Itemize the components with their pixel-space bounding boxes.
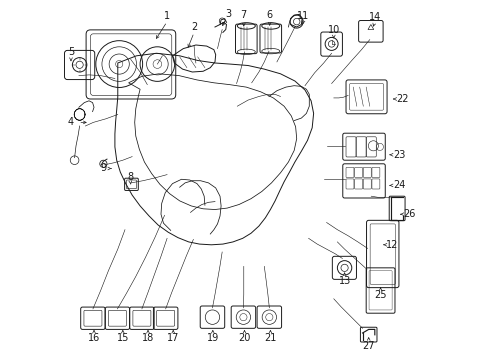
Text: 24: 24: [392, 180, 405, 190]
Text: 3: 3: [225, 9, 231, 19]
Text: 13: 13: [338, 276, 350, 286]
Text: 2: 2: [191, 22, 197, 32]
Text: 12: 12: [385, 240, 397, 250]
Text: 18: 18: [142, 333, 154, 343]
Text: 8: 8: [127, 172, 133, 182]
Text: 6: 6: [266, 10, 272, 20]
Text: 23: 23: [392, 150, 405, 160]
Text: 22: 22: [395, 94, 407, 104]
Text: 14: 14: [368, 12, 380, 22]
Text: 7: 7: [240, 10, 246, 20]
Text: 25: 25: [374, 290, 386, 300]
Text: 11: 11: [297, 11, 309, 21]
Text: 10: 10: [327, 24, 339, 35]
Text: 27: 27: [362, 341, 374, 351]
Text: 15: 15: [117, 333, 129, 343]
Text: 19: 19: [206, 333, 219, 343]
Text: 4: 4: [68, 117, 74, 127]
Text: 17: 17: [167, 333, 179, 343]
Text: 20: 20: [238, 333, 250, 343]
Text: 16: 16: [88, 333, 100, 343]
Text: 26: 26: [403, 209, 415, 219]
Text: 21: 21: [264, 333, 276, 343]
Text: 9: 9: [100, 163, 106, 174]
Text: 1: 1: [163, 11, 170, 21]
Text: 5: 5: [68, 47, 74, 57]
